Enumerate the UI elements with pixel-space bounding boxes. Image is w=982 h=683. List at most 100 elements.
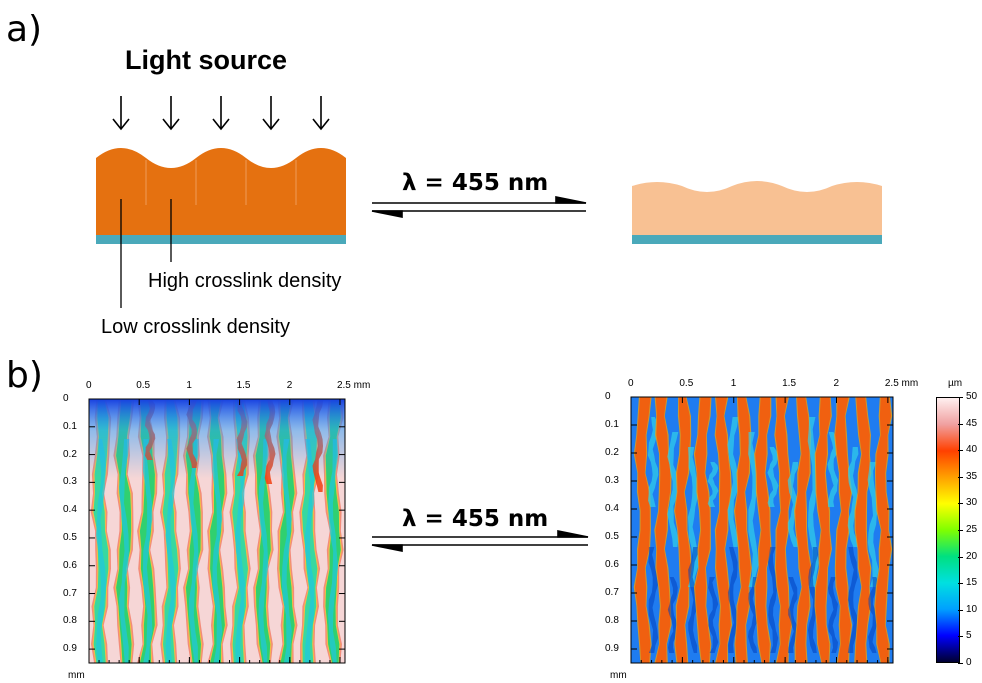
light-arrow-icon [212, 96, 230, 131]
light-arrows [112, 96, 330, 131]
light-arrow-icon [112, 96, 130, 131]
y-tick-label: 0.6 [605, 559, 619, 570]
y-tick-label: 0.6 [63, 559, 77, 571]
x-tick-label: 2.5 mm [884, 378, 919, 389]
stripe-peak [875, 397, 891, 663]
colorbar-tick [958, 609, 963, 611]
stripe-peak [655, 397, 671, 663]
colorbar-tick-label: 15 [966, 577, 978, 589]
colorbar-tick [958, 476, 963, 478]
y-unit-before: mm [68, 670, 85, 681]
x-tick-label: 0.5 [679, 378, 694, 389]
colorbar-tick [958, 556, 963, 558]
x-tick-label: 0 [86, 380, 92, 391]
stripe-peak [775, 397, 792, 663]
film-before [96, 148, 346, 308]
valley-patch [767, 447, 779, 507]
x-tick-label: 2 [286, 380, 293, 391]
y-tick-label: 0.9 [605, 643, 619, 654]
stripe-peak [695, 397, 711, 663]
valley-deep [868, 577, 879, 653]
x-tick-label: 0.5 [136, 380, 151, 391]
stripe-peak [755, 397, 771, 663]
light-source-title: Light source [125, 45, 288, 75]
wavelength-label-b: λ = 455 nm [402, 506, 549, 532]
valley-patch [847, 447, 859, 547]
y-tick-label: 0.2 [605, 447, 619, 458]
valley-patch [667, 432, 679, 547]
y-tick-label: 0.4 [605, 503, 619, 514]
y-tick-label: 0.4 [63, 504, 77, 516]
stripe-peak [715, 397, 731, 663]
y-tick-label: 0 [63, 393, 69, 404]
y-tick-label: 0.9 [63, 643, 77, 655]
stripe-peak [835, 397, 851, 663]
y-tick-label: 0.3 [63, 476, 77, 488]
substrate [632, 235, 882, 244]
stripe-peak [735, 397, 751, 663]
valley-deep [828, 577, 838, 653]
dark-film [96, 148, 346, 236]
colorbar-tick-label: 20 [966, 550, 978, 562]
y-tick-label: 0.1 [605, 419, 619, 430]
colorbar-tick [958, 663, 963, 664]
y-tick-label: 0.8 [605, 615, 619, 626]
stripe-peak [815, 397, 831, 663]
film-after [632, 181, 882, 244]
x-tick-label: 1.5 [782, 378, 797, 389]
x-tick-label: 1.5 [236, 380, 251, 391]
y-tick-label: 0.5 [605, 531, 619, 542]
stripe-peak [795, 397, 811, 663]
y-tick-label: 0.8 [63, 615, 77, 627]
colorbar-unit: µm [948, 378, 963, 389]
valley-patch [867, 462, 879, 587]
colorbar-tick-label: 5 [966, 630, 972, 642]
stripe-peak [634, 397, 651, 663]
light-arrow-icon [312, 96, 330, 131]
valley-patch [787, 462, 799, 547]
light-arrow-icon [162, 96, 180, 131]
colorbar-tick-label: 10 [966, 603, 978, 615]
colorbar-tick-label: 40 [966, 444, 978, 456]
valley-deep [767, 547, 779, 653]
colorbar-tick-label: 35 [966, 470, 978, 482]
x-tick-label: 2.5 mm [336, 380, 371, 391]
colorbar-tick [958, 423, 963, 425]
valley-deep [648, 547, 659, 653]
valley-deep [708, 577, 719, 653]
equilibrium-arrows-a [371, 196, 587, 218]
valley-patch [827, 432, 839, 507]
x-tick-label: 0 [628, 378, 634, 389]
valley-patch [707, 462, 719, 507]
stripe-peak [675, 397, 691, 663]
low-density-label: Low crosslink density [101, 316, 290, 338]
valley-deep [847, 547, 858, 653]
colorbar-tick-label: 30 [966, 497, 978, 509]
y-tick-label: 0.5 [63, 531, 77, 543]
colorbar-tick [958, 530, 963, 531]
x-tick-label: 2 [833, 378, 840, 389]
valley-deep [748, 577, 758, 653]
stripe-peak [855, 397, 871, 663]
colorbar-tick [958, 636, 963, 638]
colorbar-tick [958, 450, 963, 452]
colorbar-tick [958, 503, 963, 505]
valley-deep [808, 547, 819, 653]
y-tick-label: 0.7 [63, 587, 77, 599]
colorbar [936, 397, 960, 663]
y-tick-label: 0 [605, 391, 611, 402]
substrate [96, 235, 346, 244]
colorbar-tick-label: 0 [966, 657, 972, 668]
y-unit-after: mm [610, 670, 627, 681]
y-tick-label: 0.2 [63, 448, 77, 460]
y-tick-label: 0.7 [605, 587, 619, 598]
colorbar-tick [958, 397, 963, 398]
y-tick-label: 0.1 [63, 420, 77, 432]
equilibrium-arrows-b [371, 530, 589, 552]
light-film [632, 181, 882, 236]
colorbar-tick-label: 45 [966, 417, 978, 429]
colorbar-tick [958, 583, 963, 585]
